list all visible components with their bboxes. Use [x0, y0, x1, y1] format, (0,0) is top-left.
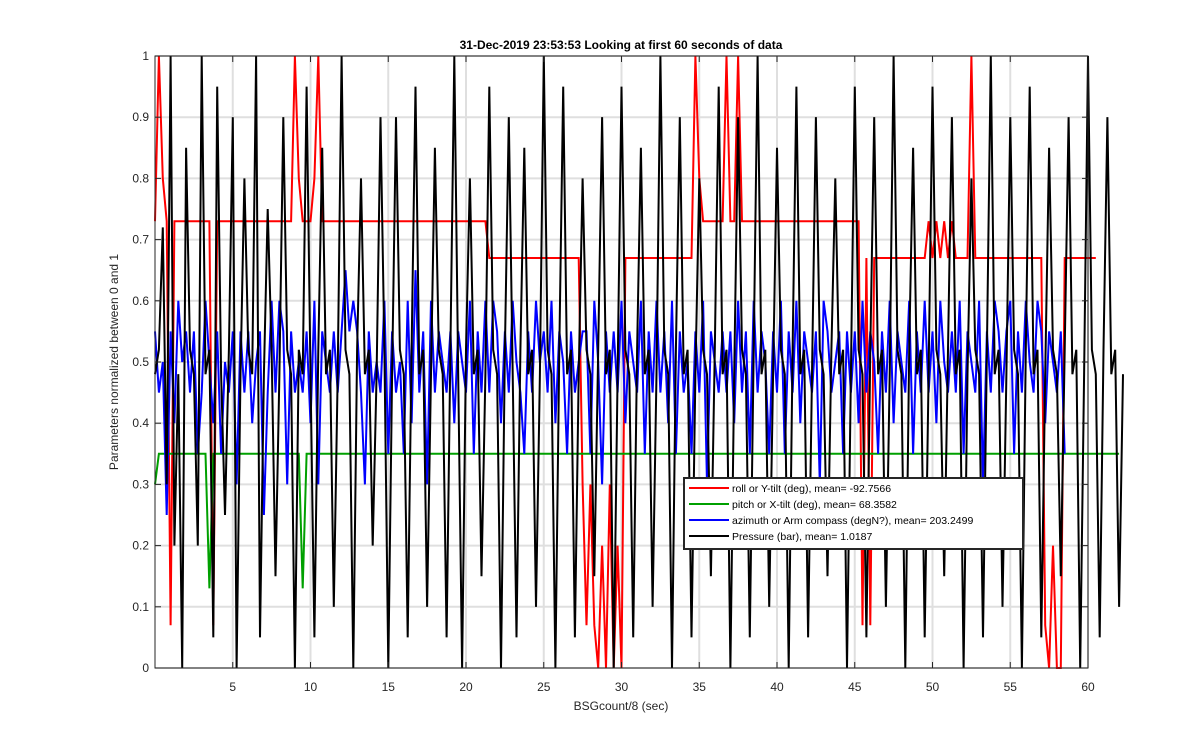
x-tick-label: 10: [304, 680, 318, 694]
x-tick-label: 5: [229, 680, 236, 694]
legend-label: pitch or X-tilt (deg), mean= 68.3582: [732, 499, 897, 511]
y-tick-label: 0: [142, 661, 149, 675]
y-tick-label: 0.9: [132, 110, 149, 124]
x-axis-label: BSGcount/8 (sec): [574, 699, 669, 713]
x-tick-label: 30: [615, 680, 629, 694]
x-tick-label: 40: [770, 680, 784, 694]
y-tick-label: 1: [142, 49, 149, 63]
y-tick-label: 0.2: [132, 539, 149, 553]
y-tick-label: 0.7: [132, 233, 149, 247]
tick-layer: 5 10 15 20 25 30 35 40 45 50 55 60 0 0.1 0.2 0.3 0.4 0.5 0…: [132, 49, 1095, 694]
y-tick-label: 0.1: [132, 600, 149, 614]
y-axis-label: Parameters normalized between 0 and 1: [107, 254, 121, 470]
legend: roll or Y-tilt (deg), mean= -92.7566 pitc…: [683, 477, 1024, 550]
x-tick-label: 25: [537, 680, 551, 694]
x-tick-label: 60: [1081, 680, 1095, 694]
x-tick-label: 35: [693, 680, 707, 694]
x-tick-label: 15: [382, 680, 396, 694]
x-tick-label: 50: [926, 680, 940, 694]
legend-box: [683, 477, 1024, 550]
chart-title: 31-Dec-2019 23:53:53 Looking at first 60…: [460, 38, 783, 52]
series-line-0: [154, 55, 1096, 669]
x-tick-label: 20: [459, 680, 473, 694]
legend-label: azimuth or Arm compass (degN?), mean= 20…: [732, 515, 973, 527]
x-tick-label: 55: [1004, 680, 1018, 694]
y-tick-label: 0.8: [132, 171, 149, 185]
y-tick-label: 0.6: [132, 294, 149, 308]
x-tick-label: 45: [848, 680, 862, 694]
series-line-1: [154, 452, 1120, 589]
y-tick-label: 0.4: [132, 416, 149, 430]
legend-label: Pressure (bar), mean= 1.0187: [732, 531, 873, 543]
y-tick-label: 0.3: [132, 477, 149, 491]
legend-label: roll or Y-tilt (deg), mean= -92.7566: [732, 483, 891, 495]
y-tick-label: 0.5: [132, 355, 149, 369]
